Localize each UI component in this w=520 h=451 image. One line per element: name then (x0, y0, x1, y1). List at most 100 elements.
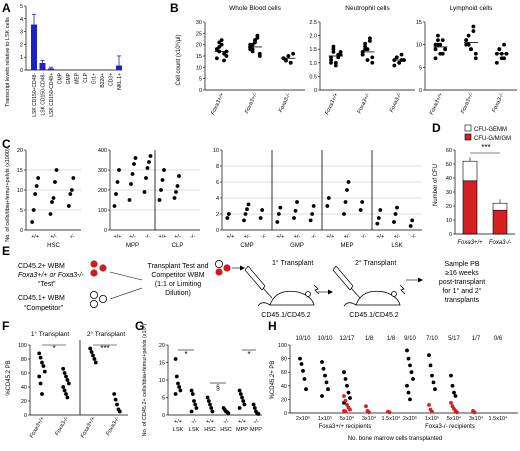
panel-g-ylabel: No. of CD45.2+ cells/tibia+femur+pelvis … (142, 324, 148, 437)
g-data-point (173, 357, 178, 361)
g-data-point (252, 406, 257, 410)
c-celltype-label: GMP (290, 243, 304, 249)
panel-f-header-1: 1° Transplant (31, 330, 70, 338)
mixed-cells-icon (214, 259, 231, 276)
h-dose-label: 1.5x10⁴ (382, 415, 402, 422)
b-data-point (464, 38, 469, 43)
c-tick-label: 0 (216, 228, 219, 234)
c-data-point (310, 212, 315, 216)
c-data-point (276, 212, 281, 216)
c-tick-label: 8 (216, 164, 219, 170)
c-data-point (30, 220, 35, 224)
c-data-point (147, 160, 151, 164)
b-data-point (338, 50, 343, 54)
f-data-point (62, 371, 67, 375)
f-data-point (88, 346, 93, 351)
h-tick-label: 100 (278, 343, 287, 349)
b-data-point (502, 42, 506, 47)
c-genotype-label: +/+ (326, 234, 334, 240)
b-data-point (433, 42, 438, 47)
h-data-point-black (406, 390, 411, 395)
e-transplant-line2: Competitor WBM (151, 272, 204, 279)
e-transplant-line3: (1:1 or Limiting (155, 281, 201, 288)
g-genotype-label: -/- (253, 419, 258, 425)
panel-a: Transcript levels relative to LSK cells … (5, 4, 123, 117)
a-category-label: LSK CD150+CD48- (32, 73, 38, 117)
d-tick-label: 40 (446, 176, 452, 182)
g-genotype-label: +/+ (206, 419, 214, 425)
g-tick-label: 5 (162, 396, 165, 402)
h-data-point-red (472, 410, 477, 415)
h-data-point-black (428, 363, 433, 368)
b-tick-label: 0.5 (309, 74, 317, 80)
c-celltype-label: CLP (172, 243, 184, 249)
panel-letter-e: E (2, 244, 10, 258)
h-data-point-black (298, 356, 302, 361)
c-data-point (130, 172, 135, 176)
b-tick-label: 25 (196, 31, 202, 37)
f-data-point (66, 381, 71, 386)
b-genotype-label: Foxa3+/+ (429, 92, 445, 116)
b-tick-label: 0 (314, 88, 317, 94)
c-genotype-label: -/- (69, 234, 74, 240)
f-data-point (113, 397, 118, 402)
c-tick-label: 6 (216, 180, 219, 186)
g-genotype-label: +/+ (238, 419, 246, 425)
c-genotype-label: -/- (190, 234, 195, 240)
d-tick-label: 50 (446, 162, 452, 168)
c-data-point (174, 190, 178, 194)
g-celltype-label: MPP (250, 427, 262, 433)
g-sig-3: * (247, 350, 250, 359)
panel-h-ylabel: %CD45.2+ PB (270, 361, 276, 400)
c-genotype-label: -/- (311, 234, 316, 240)
g-celltype-label: LSK (189, 427, 200, 433)
b-data-point (399, 52, 404, 57)
h-ratio-label: 0/6 (494, 336, 503, 342)
b-data-point (257, 54, 262, 58)
g-data-point (237, 388, 242, 393)
c-data-point (376, 216, 381, 220)
c-data-point (258, 216, 263, 220)
c-data-point (375, 221, 380, 226)
panel-a-ylabel: Transcript levels relative to LSK cells (5, 17, 11, 107)
g-data-point (210, 409, 215, 414)
e-transplant-line1: Transplant Test and (147, 263, 208, 270)
h-dose-label: 2x10⁵ (296, 415, 310, 422)
b-data-point (370, 60, 375, 65)
b-data-point (443, 47, 448, 52)
c-tick-label: 0 (104, 228, 107, 234)
f-sig-1: * (52, 344, 55, 353)
c-data-point (117, 168, 121, 172)
b-data-point (436, 33, 440, 38)
b-data-point (471, 29, 476, 33)
panel-c-ylabel: No. of cells/tibia+femur+pelvis (x1000) (5, 148, 11, 242)
c-data-point (392, 220, 396, 224)
b-data-point (494, 60, 499, 65)
c-data-point (311, 204, 316, 208)
f-data-point (62, 388, 67, 393)
h-data-point-black (409, 370, 414, 375)
panel-b: Cell count (x10⁶/µl) Whole Blood cells 30… (175, 5, 517, 116)
e-mouse-label-1: CD45.1/CD45.2 (261, 312, 311, 319)
c-data-point (275, 220, 280, 224)
h-data-point-black (406, 356, 411, 361)
b-data-point (222, 58, 226, 63)
h-tick-label: 20 (281, 397, 287, 403)
c-data-point (160, 178, 165, 182)
b-data-point (397, 60, 402, 65)
h-data-point-black (302, 377, 307, 381)
f-data-point (93, 360, 98, 365)
f-data-point (37, 351, 42, 356)
a-bar (31, 24, 37, 71)
b-tick-label: 15 (416, 20, 422, 26)
b-genotype-label: Foxa3+/- (244, 92, 259, 114)
b-data-point (250, 42, 255, 47)
c-genotype-label: +/+ (276, 234, 284, 240)
b-data-point (253, 38, 257, 43)
c-genotype-label: -/- (261, 234, 266, 240)
d-bar-gemm (492, 202, 508, 211)
c-data-point (295, 200, 299, 204)
b-data-point (284, 58, 288, 63)
c-genotype-label: -/- (361, 234, 366, 240)
